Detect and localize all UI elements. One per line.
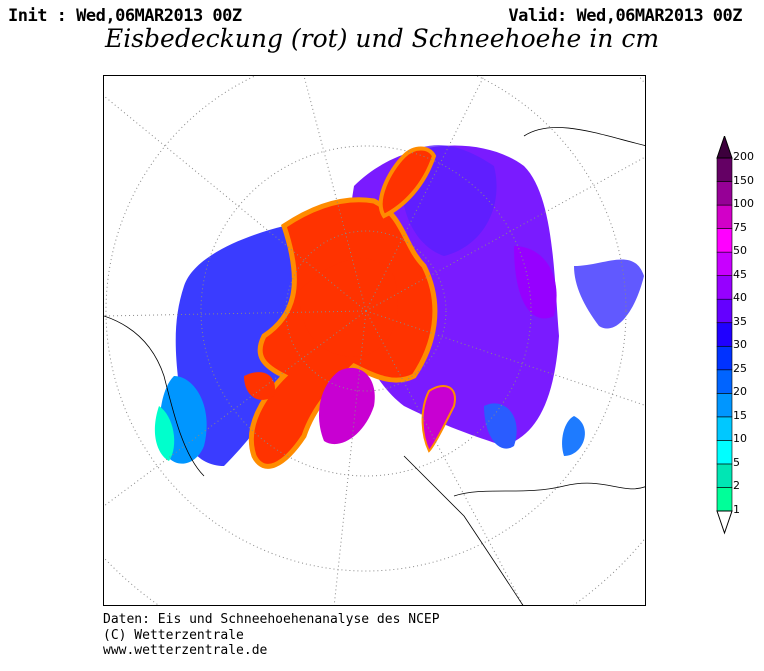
valid-time: Valid: Wed,06MAR2013 00Z — [508, 6, 742, 26]
legend-label: 20 — [733, 385, 747, 399]
legend-swatch-1 — [716, 487, 733, 512]
snow-cover-north-america — [154, 226, 308, 466]
legend-swatch-10 — [716, 416, 733, 441]
legend-min-arrow — [716, 510, 733, 535]
legend-label: 35 — [733, 314, 747, 328]
website-link[interactable]: www.wetterzentrale.de — [103, 643, 268, 658]
legend-swatch-5 — [716, 440, 733, 465]
legend-label: 2 — [733, 479, 740, 493]
legend-swatch-35 — [716, 298, 733, 324]
legend-swatch-50 — [716, 228, 733, 253]
data-source: Daten: Eis und Schneehoehenanalyse des N… — [103, 612, 440, 627]
scandinavia-snow — [421, 385, 456, 453]
legend-swatch-40 — [716, 275, 733, 300]
legend-label: 5 — [733, 455, 740, 469]
legend-swatch-25 — [716, 345, 733, 371]
greenland-snow — [319, 367, 375, 445]
legend-swatch-20 — [716, 369, 733, 394]
legend-label: 1 — [733, 503, 740, 516]
map-title: Eisbedeckung (rot) und Schneehoehe in cm — [104, 24, 660, 53]
legend-label: 75 — [733, 220, 747, 234]
legend-label: 100 — [733, 197, 754, 211]
legend-label: 50 — [733, 244, 747, 258]
copyright: (C) Wetterzentrale — [103, 627, 244, 643]
footer-credits: Daten: Eis und Schneehoehenanalyse des N… — [103, 612, 440, 659]
legend-label: 200 — [733, 150, 754, 163]
legend-swatch-15 — [716, 393, 733, 418]
latitude-longitude-grid — [104, 76, 645, 605]
legend-label: 45 — [733, 267, 747, 281]
legend-label: 150 — [733, 173, 754, 187]
color-legend: 1 2 5 10 15 20 25 30 35 40 45 50 75 100 150 200 — [716, 136, 764, 536]
legend-label: 15 — [733, 408, 747, 422]
legend-label: 10 — [733, 432, 747, 446]
legend-swatch-45 — [716, 251, 733, 276]
legend-label: 25 — [733, 361, 747, 375]
legend-label: 30 — [733, 338, 747, 352]
legend-swatch-100 — [716, 181, 733, 206]
snow-ice-map — [103, 75, 646, 606]
coastlines — [104, 127, 645, 605]
init-time: Init : Wed,06MAR2013 00Z — [8, 6, 242, 26]
legend-max-arrow — [716, 136, 733, 159]
legend-swatch-30 — [716, 322, 733, 347]
legend-label: 40 — [733, 291, 747, 305]
legend-swatch-2 — [716, 463, 733, 488]
legend-swatch-150 — [716, 157, 733, 182]
legend-swatch-75 — [716, 204, 733, 229]
